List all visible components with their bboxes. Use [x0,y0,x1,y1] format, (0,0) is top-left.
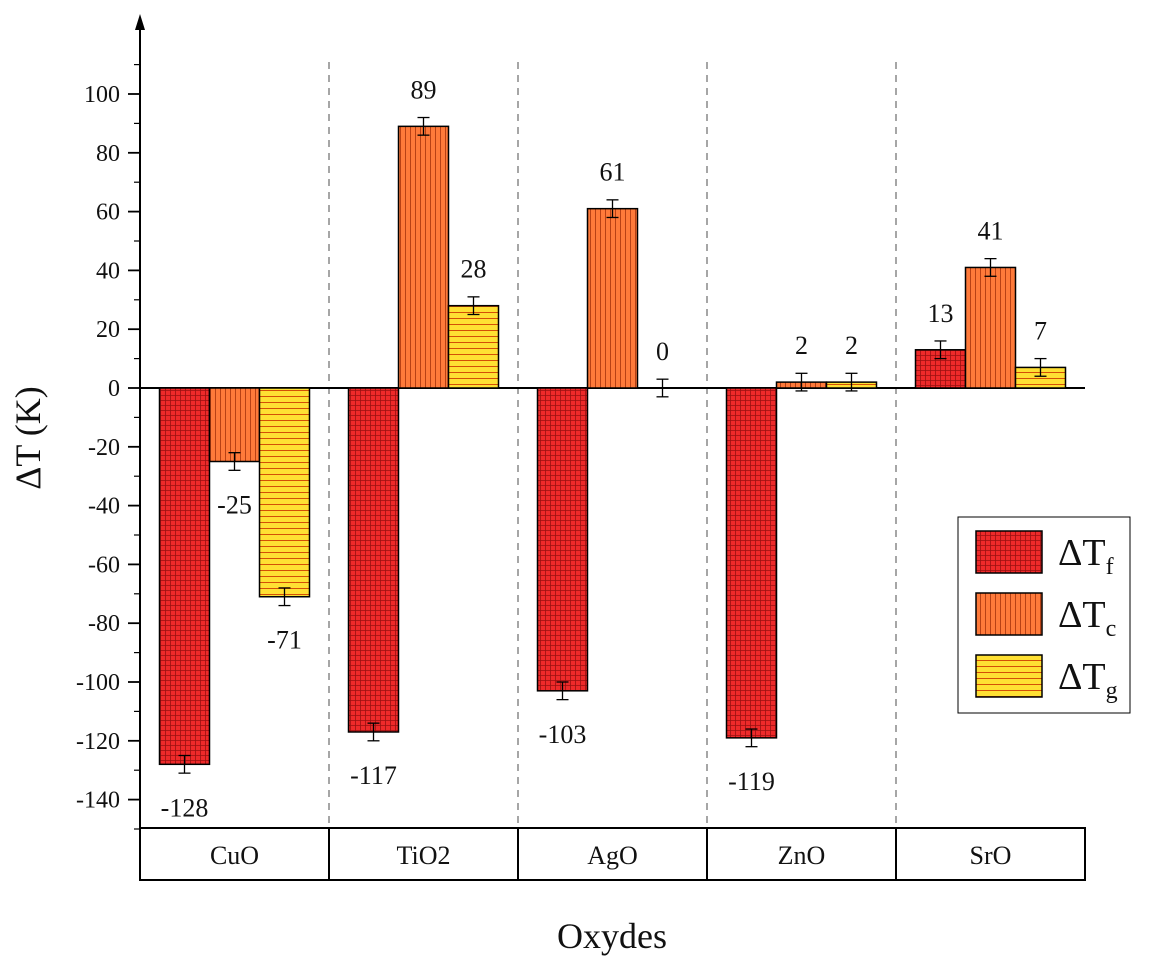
y-tick-label: -20 [88,435,120,461]
data-label: 41 [978,216,1004,245]
category-label: AgO [587,841,638,870]
legend-label: ΔTf [1058,532,1114,580]
bar [258,387,311,598]
y-tick-label: 100 [84,82,120,108]
category-label: ZnO [778,841,826,870]
bar [447,304,500,389]
data-label: -119 [728,767,775,796]
data-label: 89 [411,75,437,104]
y-tick-label: -120 [76,729,120,755]
bar [586,207,639,389]
y-tick-label: -140 [76,788,120,814]
y-tick-label: -60 [88,552,120,578]
y-tick-label: 60 [96,200,120,226]
data-label: 28 [461,255,487,284]
data-label: -117 [350,761,397,790]
bar [725,387,778,739]
y-tick-label: 80 [96,141,120,167]
data-label: -25 [217,491,252,520]
legend-swatch [975,592,1043,636]
legend-label: ΔTc [1058,594,1116,642]
category-label: TiO2 [397,841,451,870]
y-tick-label: -80 [88,611,120,637]
bar [536,387,589,692]
y-tick-label: 40 [96,258,120,284]
data-label: -103 [539,720,587,749]
bar [347,387,400,733]
legend-swatch [975,530,1043,574]
y-axis-title: ΔT (K) [8,386,48,489]
legend: ΔTf ΔTc ΔTg [957,516,1131,714]
bar [397,125,450,389]
y-tick-label: 0 [108,376,120,402]
legend-label: ΔTg [1058,656,1118,704]
data-label: 13 [928,299,954,328]
y-tick-label: -100 [76,670,120,696]
data-label: 61 [600,158,626,187]
category-label: SrO [970,841,1012,870]
data-label: 2 [795,331,808,360]
bars-group [158,116,1067,774]
bar [158,387,211,766]
legend-swatch [975,654,1043,698]
data-labels-group: -128 -25 -71 -117 89 28 -103 61 0 -119 2 2 13 41 7 [161,75,1047,822]
bar [208,387,261,463]
data-label: 2 [845,331,858,360]
category-axis-box [139,827,1086,881]
category-label: CuO [210,841,259,870]
x-axis-title: Oxydes [557,916,667,956]
y-axis-arrow [135,14,145,30]
data-label: 7 [1034,316,1047,345]
data-label: -71 [267,626,302,655]
y-tick-label: -40 [88,494,120,520]
data-label: -128 [161,793,209,822]
bar [964,266,1017,389]
y-tick-label: 20 [96,317,120,343]
data-label: 0 [656,337,669,366]
